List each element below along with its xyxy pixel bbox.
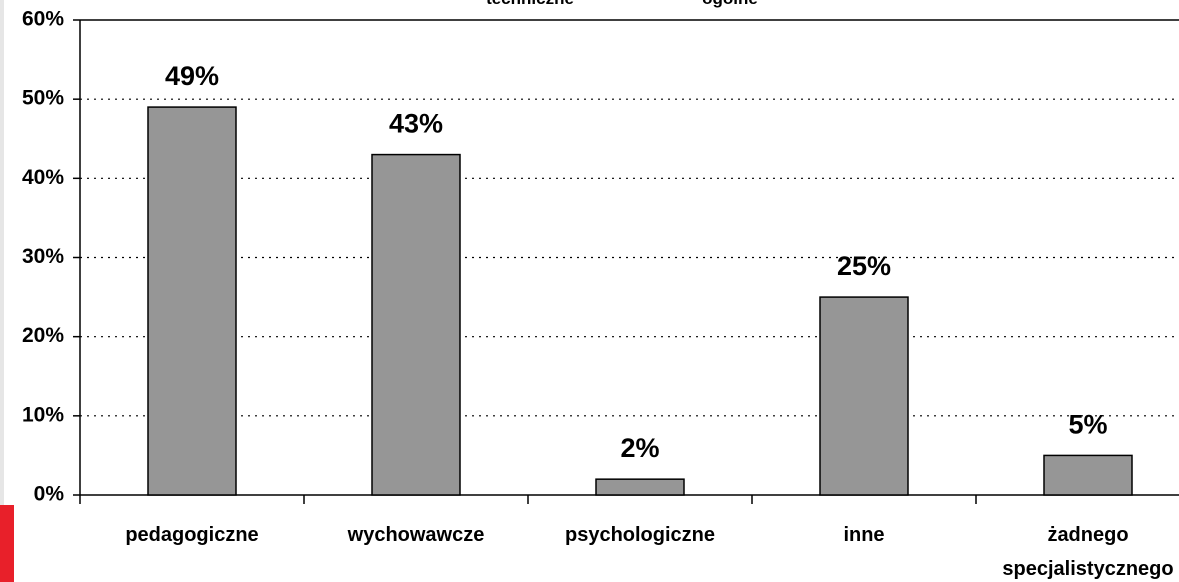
y-tick-label: 50% <box>22 87 64 110</box>
y-tick-label: 10% <box>22 403 64 426</box>
y-tick-label: 0% <box>34 483 65 506</box>
value-label: 2% <box>620 433 659 463</box>
top-label: techniczne <box>486 0 574 8</box>
bar <box>819 296 909 496</box>
label-line: specjalistycznego <box>1002 558 1173 580</box>
y-tick-label: 40% <box>22 166 64 189</box>
label-line: żadnego <box>1047 524 1128 546</box>
value-label: 49% <box>165 61 219 91</box>
value-label: 43% <box>389 109 443 139</box>
x-tick-label: pedagogiczne <box>125 524 258 546</box>
value-label: 25% <box>837 251 891 281</box>
bar <box>147 106 237 496</box>
x-tick-label: żadnego specjalistycznego <box>1002 524 1173 580</box>
y-tick-label: 60% <box>22 8 64 31</box>
edge-strip <box>0 0 4 582</box>
bar <box>595 478 685 496</box>
bar <box>1043 454 1133 496</box>
value-label: 5% <box>1068 409 1107 439</box>
y-tick-label: 20% <box>22 324 64 347</box>
bar <box>371 153 461 496</box>
x-tick-label: wychowawcze <box>347 524 485 546</box>
top-label: ogólne <box>702 0 758 8</box>
x-tick-label: psychologiczne <box>565 524 715 546</box>
y-tick-label: 30% <box>22 245 64 268</box>
x-tick-label: inne <box>843 524 884 546</box>
red-marker <box>0 505 14 582</box>
